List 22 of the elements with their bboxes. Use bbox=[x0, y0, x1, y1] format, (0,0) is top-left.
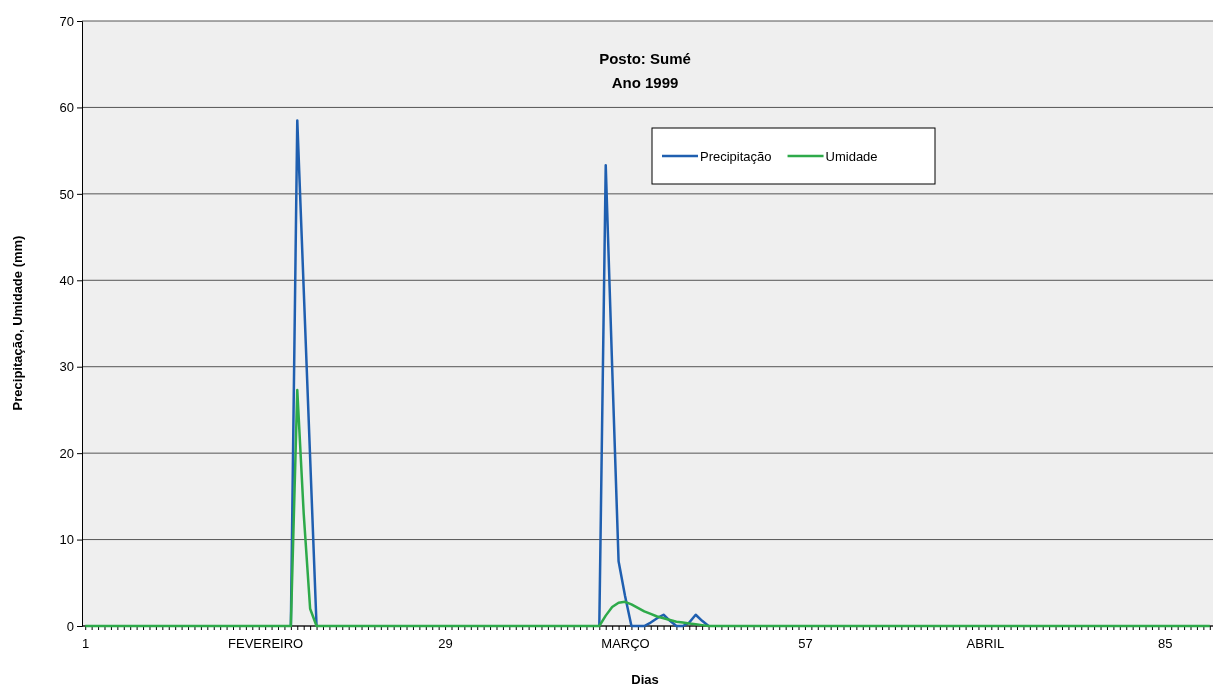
y-tick-label: 70 bbox=[59, 13, 74, 29]
y-tick-label: 30 bbox=[59, 359, 74, 375]
y-tick-label: 0 bbox=[66, 618, 74, 634]
line-series bbox=[83, 388, 1212, 628]
legend-label: Precipitação bbox=[700, 149, 772, 164]
x-tick-label: 29 bbox=[438, 636, 453, 652]
legend-label: Umidade bbox=[825, 149, 878, 164]
y-tick-label: 50 bbox=[59, 186, 74, 202]
x-tick-label: 1 bbox=[82, 636, 90, 652]
text: Ano 1999 bbox=[611, 74, 679, 91]
y-tick-label: 20 bbox=[59, 445, 74, 461]
x-tick-label: ABRIL bbox=[966, 636, 1005, 652]
y-tick-label: 10 bbox=[59, 532, 74, 548]
x-tick-label: MARÇO bbox=[601, 636, 650, 652]
text: Posto: Sumé bbox=[599, 50, 691, 67]
y-tick-label: 60 bbox=[59, 100, 74, 116]
x-tick-label: FEVEREIRO bbox=[228, 636, 304, 652]
y-tick-label: 40 bbox=[59, 272, 74, 288]
y-axis-title: Precipitação, Umidade (mm) bbox=[10, 235, 25, 411]
x-tick-label: 85 bbox=[1158, 636, 1173, 652]
x-tick-label: 57 bbox=[798, 636, 813, 652]
x-axis-title: Dias bbox=[631, 672, 659, 687]
